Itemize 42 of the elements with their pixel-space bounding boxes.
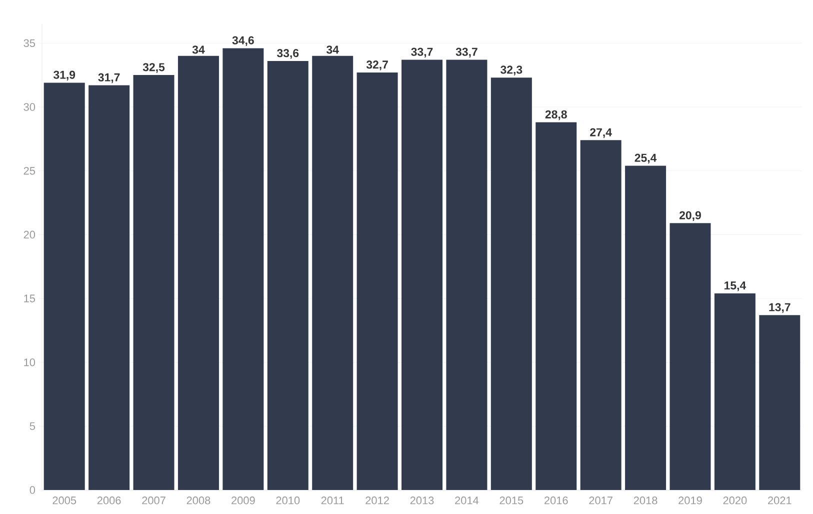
y-tick-label: 5	[30, 422, 36, 430]
data-label: 13,7	[769, 303, 790, 313]
data-label: 27,4	[590, 128, 612, 138]
x-tick-label: 2009	[232, 496, 255, 504]
x-tick-label: 2008	[186, 496, 210, 504]
y-tick-label: 0	[30, 486, 36, 494]
x-tick-label: 2019	[678, 496, 702, 504]
x-tick-label: 2011	[321, 496, 344, 504]
data-label: 32,5	[142, 63, 165, 73]
x-tick-label: 2005	[52, 496, 76, 504]
x-tick-label: 2013	[410, 496, 434, 504]
x-tick-label: 2021	[768, 496, 792, 504]
x-tick-label: 2020	[723, 496, 747, 504]
x-tick-label: 2014	[455, 496, 479, 504]
data-label: 32,7	[366, 60, 388, 70]
data-label: 31,9	[53, 70, 76, 81]
data-label: 34,6	[232, 36, 254, 46]
y-tick-label: 30	[24, 103, 36, 111]
data-label: 28,8	[545, 110, 567, 120]
data-label: 33,7	[456, 48, 478, 58]
x-tick-label: 2015	[500, 496, 524, 504]
data-label: 20,9	[679, 211, 701, 221]
x-tick-label: 2007	[142, 496, 166, 504]
data-label: 33,7	[411, 48, 433, 58]
data-label: 15,4	[724, 282, 746, 292]
x-tick-label: 2016	[544, 496, 568, 504]
data-label: 34	[326, 46, 339, 54]
data-label: 31,7	[98, 73, 120, 84]
y-tick-label: 10	[24, 358, 36, 366]
x-tick-label: 2012	[366, 496, 389, 504]
x-tick-label: 2017	[589, 496, 612, 504]
y-tick-label: 20	[24, 230, 36, 239]
y-tick-label: 35	[24, 39, 36, 48]
data-label: 25,4	[634, 154, 657, 164]
x-tick-label: 2018	[634, 496, 658, 504]
x-tick-label: 2010	[276, 496, 300, 504]
data-label: 32,3	[500, 66, 522, 76]
data-label: 33,6	[277, 49, 299, 59]
y-tick-label: 15	[24, 294, 36, 302]
x-tick-label: 2006	[97, 496, 121, 504]
y-tick-label: 25	[24, 166, 36, 175]
data-label: 34	[192, 46, 205, 54]
